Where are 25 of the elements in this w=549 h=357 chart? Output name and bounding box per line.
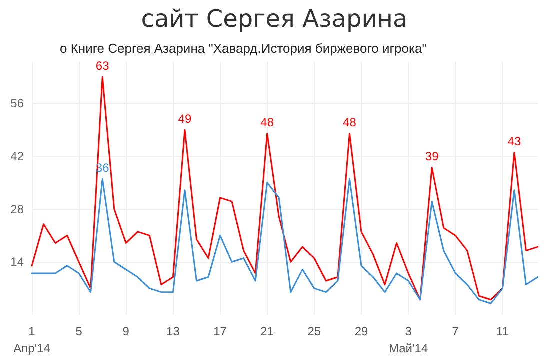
data-label: 63 [96,59,110,74]
x-tick-label: 13 [166,324,180,338]
x-tick-label: 3 Май'14 [388,324,428,356]
y-tick-label: 56 [10,96,24,111]
chart-subtitle: о Книге Сергея Азарина "Хавард.История биржевого игрока" [60,41,428,56]
y-tick-label: 42 [10,149,24,164]
x-tick-label: 9 [122,324,130,338]
y-tick-label: 14 [10,255,24,270]
chart-title: сайт Сергея Азарина [141,5,408,33]
data-label: 49 [178,112,192,126]
x-tick-label: 1 Апр'14 [14,324,51,356]
data-label: 48 [343,116,357,130]
x-tick-label: 5 [76,324,83,338]
x-tick-label: 21 [260,324,274,338]
x-tick-label: 7 [452,324,460,338]
x-tick-label: 11 [496,324,510,338]
line-series [31,178,539,304]
x-tick-label: 29 [354,324,368,338]
data-label: 39 [425,150,440,164]
data-label: 48 [260,116,274,130]
data-label: 43 [508,134,522,149]
y-tick-label: 28 [10,202,24,216]
line-series [31,76,539,301]
x-tick-label: 17 [214,324,228,338]
x-tick-label: 25 [308,324,322,338]
